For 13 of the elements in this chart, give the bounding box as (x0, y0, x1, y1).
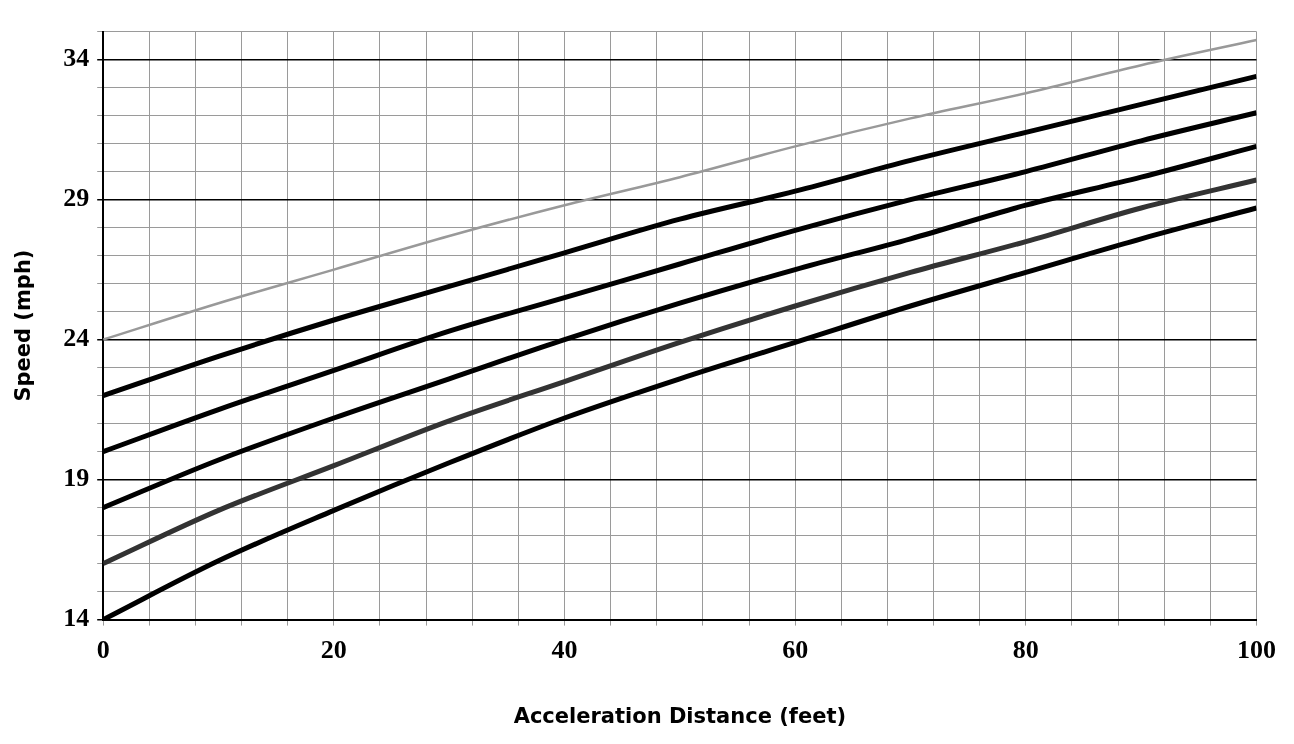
y-tick-label: 14 (63, 603, 90, 633)
y-axis-title: Speed (mph) (11, 249, 36, 402)
x-tick-label: 20 (320, 634, 347, 664)
x-tick-label: 60 (782, 634, 809, 664)
y-tick-label: 19 (63, 463, 90, 493)
y-tick-label: 34 (63, 43, 90, 73)
y-tick-label: 24 (63, 323, 90, 353)
x-tick-label: 100 (1237, 634, 1276, 664)
x-axis-title: Acceleration Distance (feet) (513, 703, 847, 728)
x-tick-label: 0 (96, 634, 110, 664)
x-tick-label: 40 (551, 634, 578, 664)
y-tick-label: 29 (63, 183, 90, 213)
x-tick-label: 80 (1012, 634, 1039, 664)
